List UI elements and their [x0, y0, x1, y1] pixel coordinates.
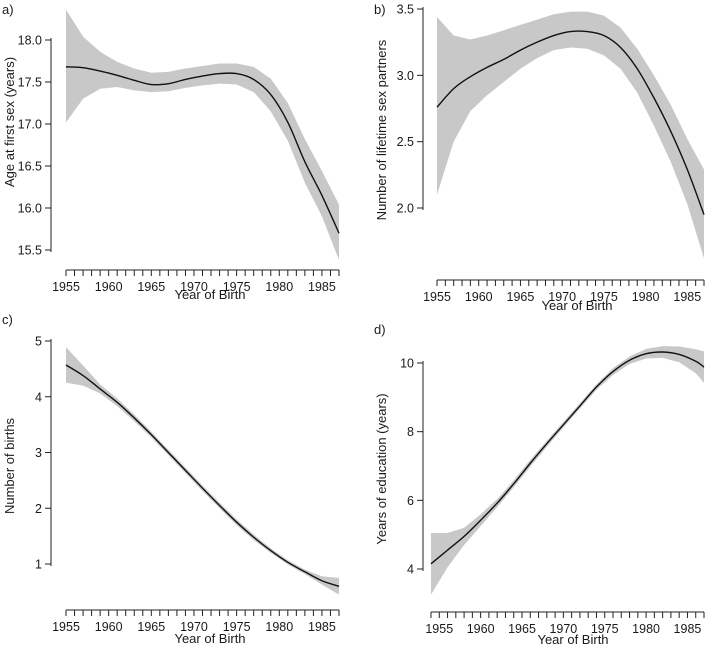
fit-line-d: [430, 351, 705, 565]
y-tick-label-b: 2.5: [397, 135, 414, 149]
panel-label-a: a): [2, 2, 14, 17]
y-tick-label-b: 3.0: [397, 69, 414, 83]
x-tick-label-d: 1975: [591, 622, 619, 636]
y-tick-label-d: 6: [407, 494, 414, 508]
y-tick-label-c: 4: [35, 390, 42, 404]
y-tick-label-d: 8: [407, 425, 414, 439]
x-tick-label-b: 1965: [507, 290, 535, 304]
x-tick-label-d: 1955: [425, 622, 453, 636]
x-tick-label-b: 1970: [548, 290, 576, 304]
y-tick-label-b: 2.0: [397, 202, 414, 216]
y-tick-label-a: 17.0: [18, 118, 42, 132]
plot-area-d: 1955 1960 1965 1970 1975 1980 1985 4 6 8 10: [400, 346, 705, 636]
fit-line-a: [65, 66, 340, 234]
x-axis-title-c: Year of Birth: [174, 631, 245, 646]
y-tick-label-d: 10: [400, 357, 414, 371]
x-tick-label-d: 1970: [549, 622, 577, 636]
x-axis-title-a: Year of Birth: [174, 287, 245, 302]
panel-label-d: d): [374, 322, 386, 337]
y-tick-label-a: 15.5: [18, 244, 42, 258]
y-axis-title-b: Number of lifetime sex partners: [374, 39, 389, 220]
y-axis-title-c: Number of births: [2, 417, 17, 514]
x-axis-title-d: Year of Birth: [537, 632, 608, 647]
x-tick-label-a: 1980: [265, 280, 293, 294]
x-tick-label-a: 1955: [52, 280, 80, 294]
plot-area-c: 1955 1960 1965 1970 1975 1980 1985 1 2 3 4 5: [35, 335, 340, 634]
fit-line-b: [436, 30, 705, 215]
confidence-band-d: [431, 346, 704, 595]
x-tick-label-b: 1985: [673, 290, 701, 304]
x-tick-label-c: 1955: [52, 620, 80, 634]
panel-label-b: b): [374, 2, 386, 17]
y-tick-label-a: 16.0: [18, 202, 42, 216]
x-tick-label-d: 1985: [674, 622, 702, 636]
x-tick-label-b: 1960: [465, 290, 493, 304]
plot-area-a: 1955 1960 1965 1970 1975 1980 1985 15.5 16.0 16.5…: [18, 9, 340, 294]
y-axis-title-d: Years of education (years): [374, 393, 389, 544]
y-tick-label-a: 18.0: [18, 34, 42, 48]
x-tick-label-c: 1970: [180, 620, 208, 634]
x-tick-label-a: 1985: [308, 280, 336, 294]
x-tick-label-d: 1980: [632, 622, 660, 636]
fit-line-c: [65, 364, 340, 587]
x-tick-label-a: 1975: [223, 280, 251, 294]
y-tick-label-a: 16.5: [18, 160, 42, 174]
x-tick-label-b: 1975: [590, 290, 618, 304]
confidence-band-c: [66, 347, 339, 595]
panel-a: a) Age at first sex (years) Year of Birt…: [2, 2, 340, 302]
y-tick-label-c: 3: [35, 446, 42, 460]
confidence-band-b: [437, 11, 704, 259]
confidence-band-a: [66, 9, 339, 261]
y-tick-label-b: 3.5: [397, 3, 414, 17]
panel-b: b) Number of lifetime sex partners Year …: [374, 2, 705, 313]
x-axis-title-b: Year of Birth: [541, 298, 612, 313]
y-tick-label-c: 1: [35, 558, 42, 572]
x-tick-label-c: 1965: [137, 620, 165, 634]
x-tick-label-a: 1965: [137, 280, 165, 294]
x-tick-label-c: 1960: [95, 620, 123, 634]
x-tick-label-d: 1965: [508, 622, 536, 636]
x-tick-label-c: 1985: [308, 620, 336, 634]
x-tick-label-c: 1980: [265, 620, 293, 634]
y-tick-label-c: 5: [35, 335, 42, 349]
panel-c: c) Number of births Year of Birth 1955 19…: [2, 312, 340, 646]
panel-label-c: c): [2, 312, 13, 327]
x-tick-label-d: 1960: [467, 622, 495, 636]
x-tick-label-c: 1975: [223, 620, 251, 634]
x-tick-label-a: 1960: [95, 280, 123, 294]
y-tick-label-d: 4: [407, 563, 414, 577]
y-axis-title-a: Age at first sex (years): [2, 57, 17, 187]
x-tick-label-b: 1980: [632, 290, 660, 304]
x-tick-label-a: 1970: [180, 280, 208, 294]
x-tick-label-b: 1955: [423, 290, 451, 304]
y-tick-label-c: 2: [35, 502, 42, 516]
panel-d: d) Years of education (years) Year of Bi…: [374, 322, 705, 647]
y-tick-label-a: 17.5: [18, 76, 42, 90]
plot-area-b: 1955 1960 1965 1970 1975 1980 1985 2.0 2.5 3.0 3.5: [397, 3, 705, 304]
